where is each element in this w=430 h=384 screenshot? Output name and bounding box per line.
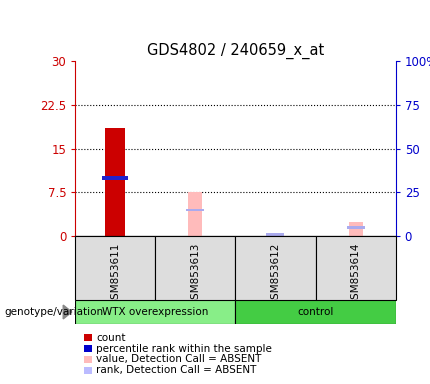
Bar	[155, 236, 235, 300]
Bar	[349, 222, 362, 236]
Text: GSM853614: GSM853614	[350, 243, 361, 306]
Text: WTX overexpression: WTX overexpression	[102, 307, 209, 317]
Text: genotype/variation: genotype/variation	[4, 307, 104, 317]
Bar	[102, 176, 128, 180]
Bar	[188, 192, 203, 236]
Bar	[236, 300, 396, 324]
Text: value, Detection Call = ABSENT: value, Detection Call = ABSENT	[96, 354, 261, 364]
Bar	[236, 236, 316, 300]
Title: GDS4802 / 240659_x_at: GDS4802 / 240659_x_at	[147, 43, 324, 59]
Text: percentile rank within the sample: percentile rank within the sample	[96, 344, 272, 354]
Bar	[105, 128, 125, 236]
Bar	[347, 226, 365, 229]
Bar	[316, 236, 396, 300]
Text: GSM853612: GSM853612	[270, 243, 280, 306]
Bar	[267, 233, 285, 236]
Bar	[186, 209, 204, 211]
Text: control: control	[297, 307, 334, 317]
Text: rank, Detection Call = ABSENT: rank, Detection Call = ABSENT	[96, 365, 256, 375]
Text: GSM853613: GSM853613	[190, 243, 200, 306]
Text: GSM853611: GSM853611	[110, 243, 120, 306]
Bar	[75, 300, 236, 324]
Bar	[75, 236, 155, 300]
Text: count: count	[96, 333, 126, 343]
